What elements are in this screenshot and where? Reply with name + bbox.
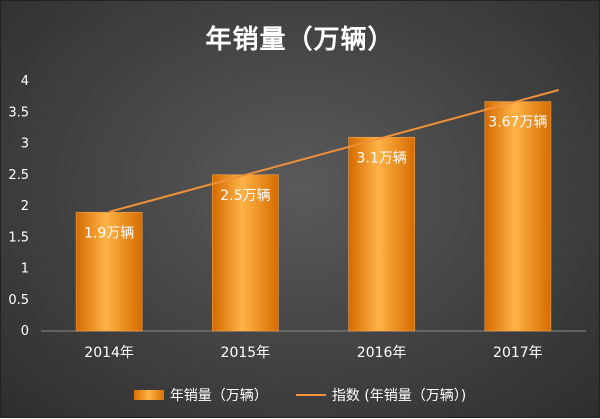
bar xyxy=(348,136,415,332)
bar xyxy=(212,174,279,332)
legend-label-bars: 年销量（万辆） xyxy=(169,388,268,404)
legend-item-bars: 年销量（万辆） xyxy=(133,385,268,405)
y-tick-label: 2 xyxy=(21,199,29,214)
chart-title: 年销量（万辆） xyxy=(205,25,395,55)
x-tick-label: 2016年 xyxy=(357,345,407,361)
y-tick-label: 0 xyxy=(21,324,29,339)
bar-data-label: 1.9万辆 xyxy=(84,225,134,241)
trendline xyxy=(108,89,560,213)
x-tick-label: 2015年 xyxy=(221,345,271,361)
bar-data-label: 2.5万辆 xyxy=(220,188,270,204)
y-tick-label: 3.5 xyxy=(8,105,29,120)
y-tick-label: 4 xyxy=(21,74,29,89)
bar xyxy=(484,101,552,332)
bar xyxy=(75,211,143,332)
y-tick-label: 2.5 xyxy=(8,168,29,183)
y-tick-label: 3 xyxy=(21,137,29,152)
x-tick-label: 2014年 xyxy=(84,345,134,361)
legend-swatch-bar xyxy=(133,390,164,400)
chart-legend: 年销量（万辆） 指数 (年销量（万辆）) xyxy=(1,385,599,405)
legend-swatch-line xyxy=(295,394,326,396)
bar-data-label: 3.1万辆 xyxy=(356,150,406,166)
bar-data-label: 3.67万辆 xyxy=(488,115,547,131)
y-tick-label: 0.5 xyxy=(8,293,29,308)
y-tick-label: 1.5 xyxy=(8,230,29,245)
legend-label-trendline: 指数 (年销量（万辆）) xyxy=(331,388,467,404)
legend-item-trendline: 指数 (年销量（万辆）) xyxy=(295,385,467,405)
x-tick-label: 2017年 xyxy=(493,345,543,361)
y-tick-label: 1 xyxy=(21,262,29,277)
